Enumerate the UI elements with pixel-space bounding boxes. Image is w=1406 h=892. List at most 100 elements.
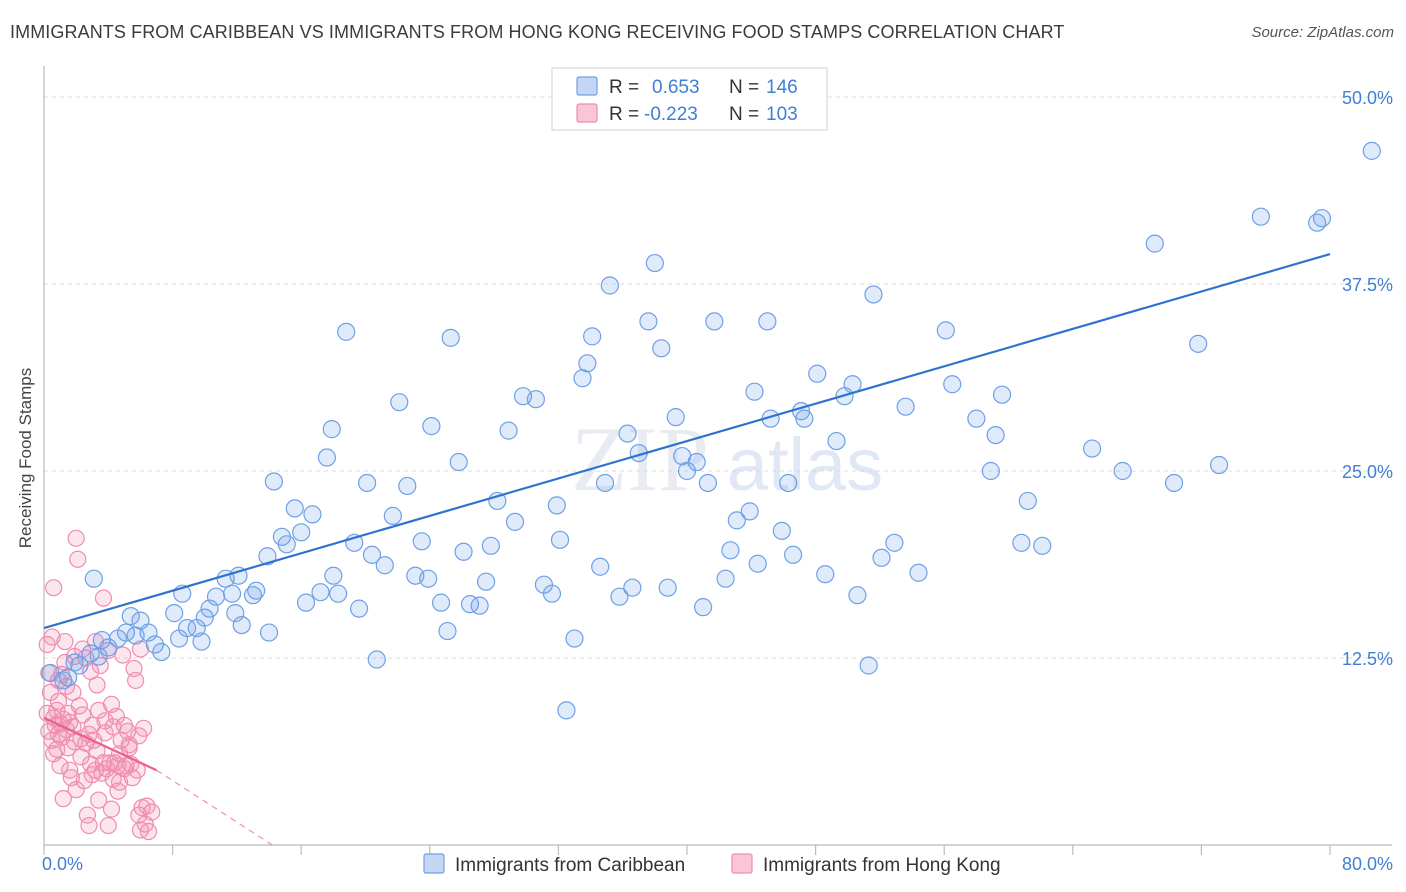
caribbean-point [206, 587, 226, 606]
hong-kong-point [118, 722, 137, 740]
caribbean-point [324, 566, 343, 585]
caribbean-point [698, 473, 717, 493]
caribbean-point [779, 473, 798, 493]
caribbean-point [454, 542, 473, 561]
caribbean-point [1209, 455, 1229, 475]
caribbean-point [565, 629, 584, 648]
source-credit: Source: ZipAtlas.com [1251, 24, 1394, 41]
caribbean-point [481, 536, 500, 555]
tick-labels: 12.5% 25.0% 37.5% 50.0% 0.0% 80.0% [42, 88, 1393, 874]
caribbean-point [1189, 334, 1208, 353]
caribbean-point [827, 431, 846, 451]
trend-lines [43, 253, 1331, 846]
caribbean-point [84, 569, 103, 588]
stats-r-label-2: R = [609, 104, 639, 125]
watermark-zip: ZIP [571, 408, 709, 510]
caribbean-point [322, 420, 341, 439]
caribbean-point [232, 615, 251, 635]
caribbean-point [909, 563, 928, 582]
caribbean-point [390, 393, 409, 412]
caribbean-point [705, 312, 724, 331]
caribbean-point [259, 623, 279, 642]
hong-kong-point [49, 692, 68, 710]
x-tick-label-max: 80.0% [1342, 854, 1393, 874]
caribbean-point [859, 656, 878, 675]
caribbean-point [247, 581, 266, 600]
caribbean-point [303, 505, 322, 524]
caribbean-point [367, 650, 386, 669]
caribbean-point [192, 632, 211, 651]
hong-kong-point [43, 628, 61, 646]
stats-swatch-pink [576, 103, 598, 123]
y-tick-label-3: 50.0% [1342, 88, 1393, 108]
caribbean-point [896, 397, 915, 416]
hong-kong-point [45, 579, 63, 597]
caribbean-point [431, 593, 451, 612]
caribbean-point [526, 390, 545, 409]
caribbean-point [666, 408, 685, 427]
caribbean-point [783, 545, 803, 564]
legend-swatch-hong-kong [731, 853, 753, 874]
hong-kong-point [57, 677, 76, 696]
caribbean-point [816, 565, 835, 584]
stats-r-label-1: R = [609, 77, 639, 98]
caribbean-point [1251, 207, 1270, 226]
caribbean-point [808, 364, 827, 383]
caribbean-point [600, 276, 619, 295]
hong-kong-point [99, 816, 117, 835]
caribbean-point [222, 584, 242, 603]
hong-kong-point [90, 791, 108, 809]
caribbean-point [658, 578, 677, 597]
hong-kong-point [69, 550, 87, 568]
hong-kong-point [67, 529, 85, 547]
caribbean-point [470, 596, 489, 615]
caribbean-point [121, 607, 140, 626]
caribbean-point [687, 452, 706, 472]
hong-kong-point [114, 646, 132, 664]
caribbean-point [721, 541, 740, 560]
hong-kong-point [131, 640, 150, 658]
caribbean-point [547, 496, 566, 515]
caribbean-point [65, 653, 84, 672]
y-tick-label-0: 12.5% [1342, 649, 1393, 669]
hong-kong-point [96, 724, 114, 742]
caribbean-point [986, 425, 1005, 445]
caribbean-point [229, 566, 248, 585]
caribbean-point [422, 417, 441, 436]
caribbean-point [476, 572, 496, 591]
hong-kong-trend-line [43, 716, 157, 772]
caribbean-point [745, 382, 764, 401]
caribbean-point [258, 547, 277, 566]
hong-kong-point [51, 757, 69, 775]
caribbean-point [329, 584, 348, 603]
caribbean-point [362, 545, 382, 564]
caribbean-point [981, 461, 1000, 481]
hong-kong-point [102, 695, 121, 713]
caribbean-point [277, 535, 296, 554]
caribbean-point [1033, 536, 1052, 555]
y-tick-label-2: 37.5% [1342, 275, 1393, 295]
caribbean-point [1312, 209, 1332, 228]
caribbean-point [165, 604, 184, 623]
caribbean-point [557, 701, 576, 720]
y-tick-label-1: 25.0% [1342, 462, 1393, 482]
caribbean-point [748, 554, 767, 573]
caribbean-point [758, 312, 777, 331]
hong-kong-point [54, 790, 72, 808]
stats-n-label-2: N = [729, 104, 759, 125]
hong-kong-trend-extension [156, 769, 273, 846]
chart-title: IMMIGRANTS FROM CARIBBEAN VS IMMIGRANTS … [10, 22, 1065, 42]
stats-box: R = 0.653 N = 146 R = -0.223 N = 103 [551, 67, 828, 131]
caribbean-point [419, 569, 438, 588]
caribbean-point [618, 424, 637, 443]
caribbean-point [92, 630, 111, 650]
caribbean-point [296, 593, 316, 612]
hong-kong-point [127, 671, 145, 690]
caribbean-point [848, 586, 867, 605]
caribbean-point [693, 598, 713, 617]
caribbean-point [505, 512, 525, 531]
caribbean-trend-line [43, 253, 1331, 630]
caribbean-point [375, 556, 394, 575]
hong-kong-point [83, 716, 101, 734]
caribbean-point [716, 569, 735, 588]
